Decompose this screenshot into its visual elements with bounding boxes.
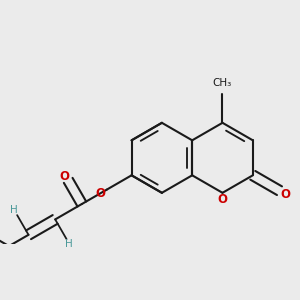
Text: H: H [11, 205, 18, 215]
Text: O: O [60, 170, 70, 183]
Text: O: O [96, 187, 106, 200]
Text: CH₃: CH₃ [213, 79, 232, 88]
Text: H: H [65, 239, 73, 249]
Text: O: O [280, 188, 290, 201]
Text: O: O [218, 193, 227, 206]
